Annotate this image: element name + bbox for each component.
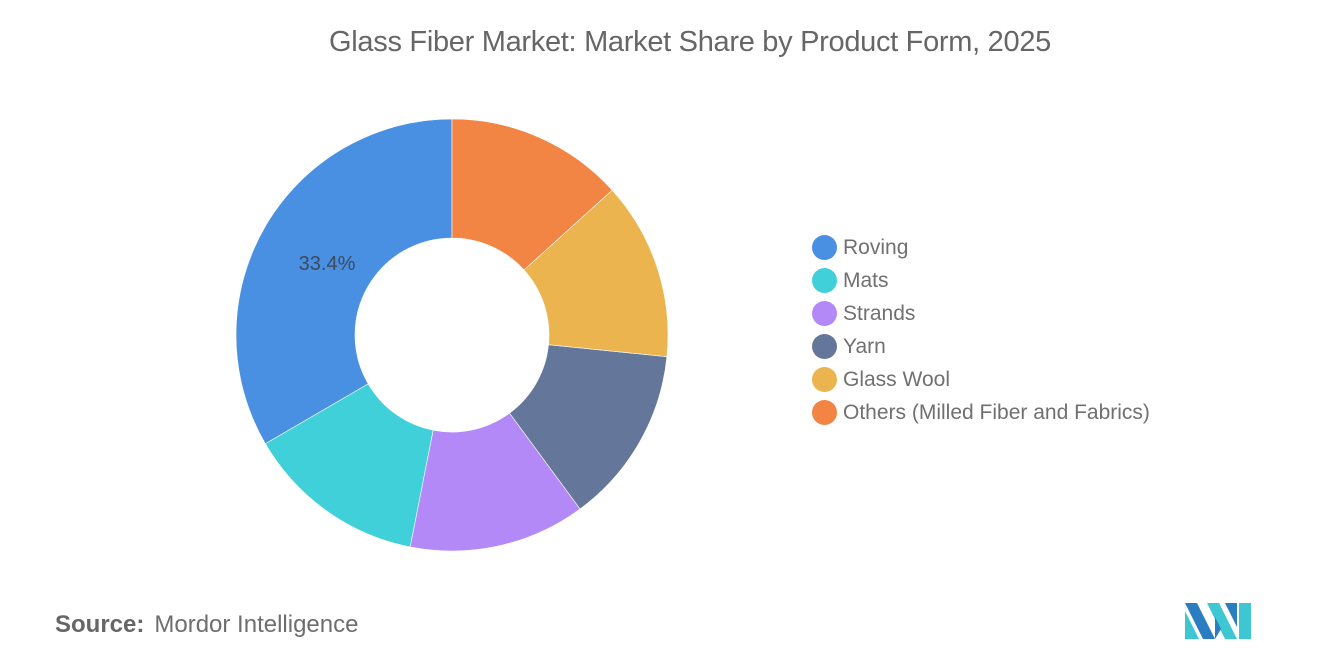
source-note: Source: Mordor Intelligence xyxy=(55,611,358,639)
donut-slices xyxy=(235,118,669,552)
legend-label: Yarn xyxy=(843,334,886,358)
legend-item-mats[interactable]: Mats xyxy=(812,264,1150,297)
legend-dot-icon xyxy=(812,400,837,425)
slice-others[interactable] xyxy=(451,118,613,271)
legend-dot-icon xyxy=(812,301,837,326)
legend-item-yarn[interactable]: Yarn xyxy=(812,330,1150,363)
legend-label: Mats xyxy=(843,268,889,292)
slice-strands[interactable] xyxy=(409,412,581,552)
mordor-intelligence-logo-icon xyxy=(1185,603,1251,639)
source-value: Mordor Intelligence xyxy=(154,611,359,638)
legend: Roving Mats Strands Yarn Glass Wool Othe… xyxy=(812,231,1150,429)
legend-item-others[interactable]: Others (Milled Fiber and Fabrics) xyxy=(812,396,1150,429)
legend-dot-icon xyxy=(812,268,837,293)
chart-title: Glass Fiber Market: Market Share by Prod… xyxy=(329,26,1051,58)
legend-item-glass-wool[interactable]: Glass Wool xyxy=(812,363,1150,396)
legend-label: Strands xyxy=(843,301,916,325)
slice-glass[interactable] xyxy=(523,189,669,358)
legend-dot-icon xyxy=(812,367,837,392)
legend-dot-icon xyxy=(812,235,837,260)
legend-label: Others (Milled Fiber and Fabrics) xyxy=(843,400,1150,424)
slice-roving[interactable] xyxy=(235,118,453,445)
legend-dot-icon xyxy=(812,334,837,359)
slice-yarn[interactable] xyxy=(509,344,668,510)
legend-label: Roving xyxy=(843,235,909,259)
legend-label: Glass Wool xyxy=(843,367,950,391)
data-label-roving: 33.4% xyxy=(299,253,356,275)
legend-item-roving[interactable]: Roving xyxy=(812,231,1150,264)
source-key: Source: xyxy=(55,611,145,638)
legend-item-strands[interactable]: Strands xyxy=(812,297,1150,330)
